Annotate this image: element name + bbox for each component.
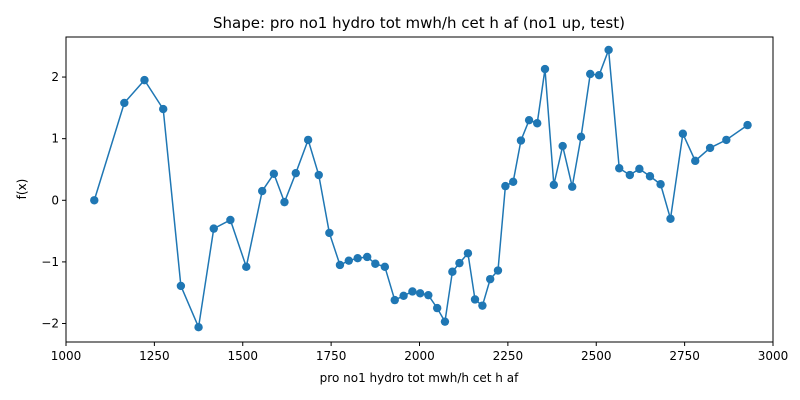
data-point [159,104,168,114]
data-point [493,266,503,275]
data-point [440,317,450,326]
data-point [390,295,399,305]
x-axis: 1000 1250 1500 1750 2000 2250 2500 2750 3000 [51,342,789,363]
y-tick-label: 2 [51,70,59,84]
data-point [432,303,442,313]
data-point [325,228,334,238]
data-point [226,215,235,225]
x-tick-label: 2000 [404,349,435,363]
data-point [455,258,464,268]
data-point [549,180,559,190]
data-point [705,143,715,153]
data-point [291,168,300,178]
data-point [314,170,323,180]
data-point [625,170,635,180]
data-point [269,169,279,178]
y-tick-label: −1 [41,255,59,269]
data-point [280,197,289,207]
data-point [470,295,480,304]
x-tick-label: 3000 [758,349,789,363]
data-point [678,129,688,138]
data-point [362,252,372,262]
y-tick-label: 0 [51,193,59,207]
data-point [635,164,644,174]
data-point [533,119,542,128]
data-point [408,287,417,296]
y-axis: −2 −1 0 1 2 [41,70,66,331]
data-point [209,224,218,233]
data-point [424,290,433,300]
y-tick-label: 1 [51,132,59,146]
data-point [722,135,731,145]
data-point [353,254,362,263]
data-point [176,281,186,291]
x-tick-label: 1750 [316,349,347,363]
data-point [540,64,550,74]
data-point [524,115,534,125]
data-point [463,249,473,258]
data-point [586,69,595,79]
data-point [242,262,251,272]
data-point [90,196,99,205]
y-tick-label: −2 [41,317,59,331]
data-point [656,180,665,189]
data-point [416,289,425,298]
data-point [140,75,149,85]
x-tick-label: 2750 [669,349,700,363]
x-axis-label: pro no1 hydro tot mwh/h cet h af [320,371,519,385]
data-point [486,274,495,284]
data-point [371,259,380,268]
data-point [743,120,752,130]
data-point [508,177,518,186]
data-point [604,45,613,55]
chart-title: Shape: pro no1 hydro tot mwh/h cet h af … [213,14,625,32]
data-point [194,323,203,332]
x-tick-label: 2500 [581,349,612,363]
data-point [380,262,390,272]
data-point [645,172,655,181]
data-point [615,164,624,173]
series-points [90,45,752,332]
data-point [691,156,700,166]
data-point [120,98,129,108]
data-point [303,135,313,145]
x-tick-label: 1250 [139,349,170,363]
data-point [666,214,675,223]
x-tick-label: 1500 [227,349,258,363]
y-axis-label: f(x) [15,179,29,200]
data-point [257,186,267,196]
data-point [576,132,586,142]
data-point [448,267,457,276]
x-tick-label: 1000 [51,349,82,363]
x-tick-label: 2250 [493,349,524,363]
data-point [478,301,487,310]
data-point [501,181,510,191]
data-point [399,291,408,300]
data-point [516,136,526,145]
data-point [335,260,345,270]
data-point [558,141,567,151]
data-point [594,71,604,80]
data-point [344,256,353,265]
data-point [568,182,577,191]
